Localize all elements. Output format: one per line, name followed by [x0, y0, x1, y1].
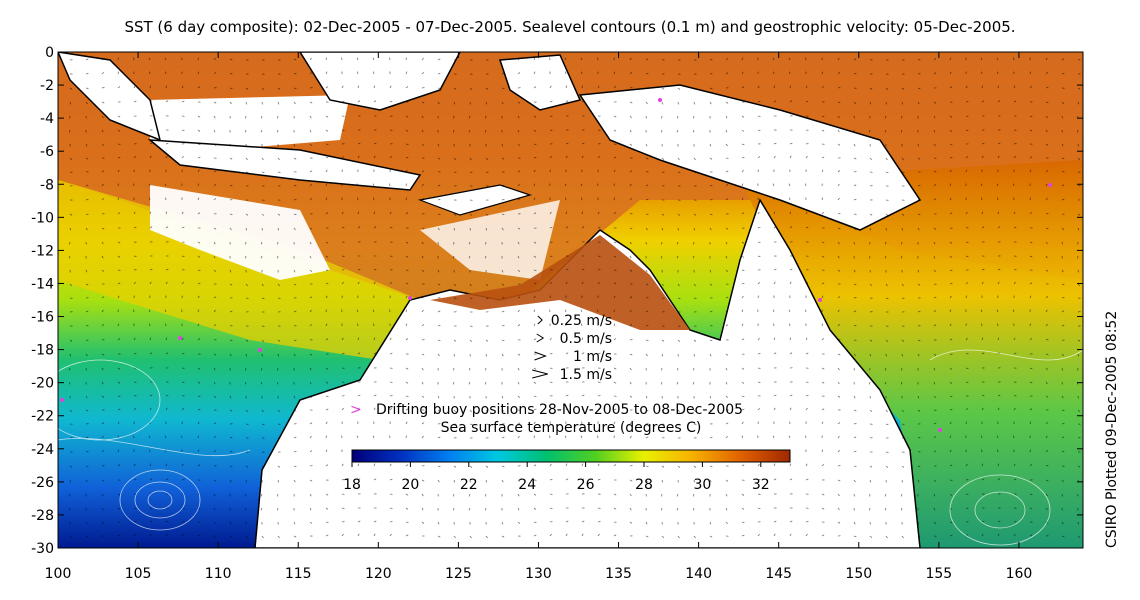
velocity-arrow-sample	[536, 333, 545, 343]
colorbar-tick-label: 32	[752, 477, 770, 493]
y-tick-label: -16	[31, 310, 54, 326]
colorbar-tick-label: 28	[635, 477, 653, 493]
colorbar-ticks: 18 20 22 24 26 28 30 32	[343, 462, 770, 493]
x-tick-label: 115	[285, 566, 312, 582]
y-tick-label: -20	[31, 376, 54, 392]
sealevel-contours	[58, 349, 1083, 546]
map-title: SST (6 day composite): 02-Dec-2005 - 07-…	[124, 18, 1016, 36]
velocity-arrows	[68, 57, 1081, 539]
x-tick-label: 155	[925, 566, 952, 582]
velocity-legend-label: 0.5 m/s	[560, 331, 612, 347]
y-tick-label: -26	[31, 475, 54, 491]
timor-land	[417, 184, 533, 216]
y-tick-label: -12	[31, 243, 54, 259]
y-tick-label: -18	[31, 343, 54, 359]
x-tick-label: 130	[525, 566, 552, 582]
velocity-arrow-sample	[534, 351, 547, 361]
x-tick-label: 160	[1006, 566, 1033, 582]
y-axis: 0 -2 -4 -6 -8 -10 -12 -14 -16 -18 -20 -22 -24 -26 -28 -…	[31, 45, 1083, 557]
colorbar-tick-label: 24	[518, 477, 536, 493]
colorbar	[351, 449, 791, 463]
x-tick-label: 100	[45, 566, 72, 582]
buoy-legend-label: Drifting buoy positions 28-Nov-2005 to 0…	[376, 402, 743, 418]
warm-band	[58, 180, 420, 360]
x-tick-label: 120	[365, 566, 392, 582]
cloud-patch-java	[148, 95, 350, 150]
colorbar-tick-label: 30	[693, 477, 711, 493]
y-tick-label: -10	[31, 210, 54, 226]
java-land	[147, 139, 422, 191]
velocity-arrow-sample	[537, 315, 543, 325]
velocity-legend-label: 1.5 m/s	[560, 367, 612, 383]
y-tick-label: -8	[40, 177, 54, 193]
borneo-land	[299, 52, 461, 111]
velocity-legend-label: 0.25 m/s	[551, 313, 612, 329]
y-tick-label: -28	[31, 508, 54, 524]
y-tick-label: -2	[40, 78, 54, 94]
arafura-shelf	[430, 235, 690, 330]
plot-frame	[57, 51, 1084, 549]
buoy-symbol: >	[350, 402, 362, 418]
colorbar-tick-label: 20	[401, 477, 419, 493]
new-guinea-land	[578, 84, 922, 231]
y-tick-label: -4	[40, 111, 54, 127]
cloud-patch-timor	[420, 200, 560, 280]
sulawesi-land	[498, 54, 582, 111]
colorbar-tick-label: 22	[460, 477, 478, 493]
velocity-legend-label: 1 m/s	[573, 349, 612, 365]
x-tick-label: 140	[685, 566, 712, 582]
sst-field	[58, 52, 1083, 548]
colorbar-tick-label: 18	[343, 477, 361, 493]
buoy-positions	[60, 98, 1052, 432]
y-tick-label: -14	[31, 276, 54, 292]
x-tick-label: 145	[765, 566, 792, 582]
x-axis: 100 105 110 115 120 125 130 135 140 145 150 155 160	[45, 52, 1033, 582]
x-tick-label: 110	[205, 566, 232, 582]
y-tick-label: -22	[31, 409, 54, 425]
x-tick-label: 105	[125, 566, 152, 582]
velocity-legend: 0.25 m/s 0.5 m/s 1 m/s 1.5 m/s	[532, 313, 612, 383]
colorbar-tick-label: 26	[577, 477, 595, 493]
x-tick-label: 150	[845, 566, 872, 582]
y-tick-label: 0	[45, 45, 54, 61]
x-tick-label: 125	[445, 566, 472, 582]
coral-sea	[740, 160, 1083, 548]
y-tick-label: -6	[40, 144, 54, 160]
x-tick-label: 135	[605, 566, 632, 582]
velocity-arrow-sample	[532, 369, 548, 379]
y-tick-label: -30	[31, 541, 54, 557]
y-tick-label: -24	[31, 442, 54, 458]
colorbar-title: Sea surface temperature (degrees C)	[441, 420, 702, 436]
cloud-patch	[150, 185, 330, 280]
